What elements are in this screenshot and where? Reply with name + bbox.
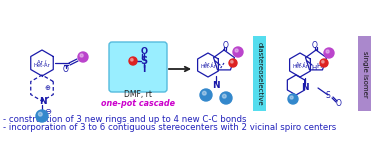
- FancyBboxPatch shape: [109, 42, 167, 92]
- Circle shape: [320, 59, 328, 67]
- Text: one-pot cascade: one-pot cascade: [101, 99, 175, 107]
- Circle shape: [202, 91, 206, 95]
- Circle shape: [39, 112, 42, 116]
- Circle shape: [229, 59, 237, 67]
- Text: O: O: [63, 65, 69, 74]
- Circle shape: [322, 60, 324, 63]
- Text: S: S: [325, 91, 330, 100]
- Text: Het-Ar: Het-Ar: [34, 63, 50, 68]
- Text: Het-Ar: Het-Ar: [200, 64, 216, 70]
- Text: - construction of 3 new rings and up to 4 new C-C bonds: - construction of 3 new rings and up to …: [3, 114, 246, 124]
- Circle shape: [222, 94, 226, 98]
- Text: diastereoselective: diastereoselective: [257, 42, 262, 106]
- Text: - incorporation of 3 to 6 contiguous stereocenters with 2 vicinal spiro centers: - incorporation of 3 to 6 contiguous ste…: [3, 124, 336, 133]
- Text: X: X: [40, 114, 45, 118]
- Circle shape: [78, 52, 88, 62]
- Circle shape: [80, 54, 83, 57]
- Circle shape: [220, 92, 232, 104]
- Text: Ar /: Ar /: [204, 61, 212, 66]
- Text: N: N: [39, 97, 46, 106]
- Text: N: N: [301, 82, 309, 92]
- Circle shape: [200, 89, 212, 101]
- Text: ⊕: ⊕: [44, 85, 50, 91]
- Text: single isomer: single isomer: [361, 51, 367, 97]
- Circle shape: [233, 47, 243, 57]
- Circle shape: [129, 57, 137, 65]
- Text: O: O: [312, 40, 318, 49]
- Circle shape: [290, 96, 293, 99]
- Text: ⊖: ⊖: [45, 107, 51, 116]
- Text: DMF, rt: DMF, rt: [124, 91, 152, 100]
- Text: H: H: [311, 65, 317, 71]
- Text: Ar /: Ar /: [296, 61, 304, 66]
- Circle shape: [36, 110, 48, 122]
- Text: S: S: [141, 56, 147, 66]
- Text: I: I: [142, 64, 146, 73]
- Text: O: O: [141, 48, 147, 57]
- Circle shape: [131, 59, 133, 61]
- Text: Het-Ar: Het-Ar: [292, 64, 308, 70]
- FancyBboxPatch shape: [358, 36, 371, 111]
- Text: H: H: [316, 63, 322, 69]
- FancyBboxPatch shape: [253, 36, 266, 111]
- Circle shape: [231, 60, 233, 63]
- Circle shape: [235, 49, 238, 52]
- Circle shape: [326, 50, 329, 53]
- Text: Ar /: Ar /: [37, 59, 46, 64]
- Text: N: N: [212, 81, 220, 91]
- Circle shape: [324, 48, 334, 58]
- Text: O: O: [223, 40, 229, 49]
- Text: O: O: [336, 99, 342, 107]
- Circle shape: [288, 94, 298, 104]
